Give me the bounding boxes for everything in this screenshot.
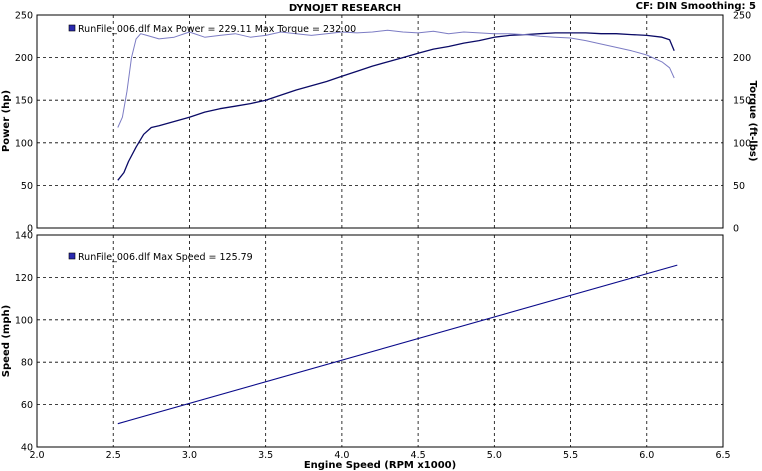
chart-title: DYNOJET RESEARCH — [289, 3, 401, 14]
torque-tick-label: 200 — [733, 53, 751, 64]
speed-tick-label: 60 — [21, 400, 33, 411]
rpm-tick-label: 6.5 — [715, 450, 730, 461]
speed-tick-label: 40 — [21, 443, 33, 454]
torque-tick-label: 100 — [733, 138, 751, 149]
speed-tick-label: 80 — [21, 358, 33, 369]
torque-tick-label: 250 — [733, 11, 751, 22]
speed-grid — [37, 235, 723, 447]
rpm-axis-label: Engine Speed (RPM x1000) — [304, 460, 456, 471]
speed-legend: RunFile_006.dlf Max Speed = 125.79 — [78, 252, 253, 263]
speed-legend-swatch — [68, 252, 76, 260]
power-torque-legend-swatch — [68, 24, 76, 32]
rpm-tick-label: 4.0 — [334, 450, 349, 461]
speed-tick-label: 120 — [15, 273, 33, 284]
rpm-axis-ticks: 2.0 2.5 3.0 3.5 4.0 4.5 5.0 5.5 6.0 6.5 — [29, 450, 730, 461]
torque-tick-label: 0 — [733, 224, 739, 235]
rpm-tick-label: 3.5 — [258, 450, 273, 461]
run-info: CF: DIN Smoothing: 5 — [636, 1, 756, 12]
torque-tick-label: 150 — [733, 96, 751, 107]
power-torque-panel: 0 50 100 150 200 250 0 50 100 150 200 250 RunFile_… — [1, 11, 758, 235]
torque-axis-label: Torque (ft-lbs) — [747, 81, 758, 162]
rpm-tick-label: 2.5 — [106, 450, 121, 461]
speed-tick-label: 140 — [15, 231, 33, 242]
rpm-tick-label: 3.0 — [182, 450, 197, 461]
power-curve — [117, 32, 675, 181]
speed-panel: 40 60 80 100 120 140 2.0 2.5 3.0 3.5 4.0 4.5 5.0 5.5… — [1, 231, 731, 471]
power-torque-series — [117, 29, 675, 181]
power-tick-label: 150 — [15, 96, 33, 107]
power-torque-plot-frame — [36, 14, 724, 229]
torque-curve — [117, 29, 675, 128]
speed-tick-label: 100 — [15, 315, 33, 326]
speed-line — [117, 264, 678, 425]
power-torque-grid — [37, 15, 723, 228]
rpm-tick-label: 6.0 — [639, 450, 654, 461]
power-axis-ticks: 0 50 100 150 200 250 — [15, 11, 33, 235]
power-axis-label: Power (hp) — [1, 90, 12, 152]
power-torque-legend: RunFile_006.dlf Max Power = 229.11 Max T… — [78, 24, 356, 35]
speed-series — [117, 264, 678, 425]
rpm-tick-label: 4.5 — [411, 450, 426, 461]
rpm-tick-label: 5.0 — [487, 450, 502, 461]
speed-axis-label: Speed (mph) — [1, 305, 12, 377]
rpm-tick-label: 2.0 — [29, 450, 44, 461]
torque-axis-ticks: 0 50 100 150 200 250 — [733, 11, 751, 235]
speed-axis-ticks: 40 60 80 100 120 140 — [15, 231, 33, 454]
rpm-tick-label: 5.5 — [563, 450, 578, 461]
power-tick-label: 100 — [15, 138, 33, 149]
power-tick-label: 0 — [27, 224, 33, 235]
power-tick-label: 200 — [15, 53, 33, 64]
power-tick-label: 250 — [15, 11, 33, 22]
torque-tick-label: 50 — [733, 181, 745, 192]
speed-plot-frame — [36, 234, 724, 448]
power-tick-label: 50 — [21, 181, 33, 192]
